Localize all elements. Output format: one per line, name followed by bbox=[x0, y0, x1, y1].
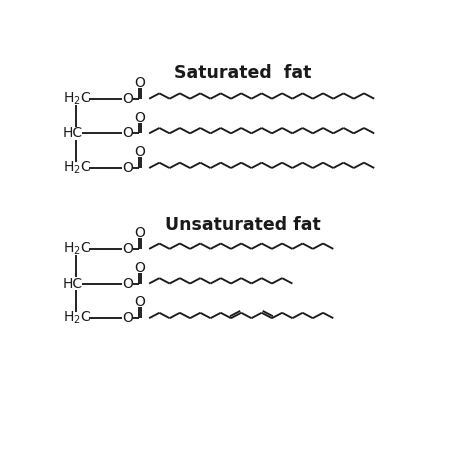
Text: O: O bbox=[135, 261, 146, 275]
Text: O: O bbox=[135, 145, 146, 159]
Text: Unsaturated fat: Unsaturated fat bbox=[165, 216, 321, 234]
Text: H$_2$C: H$_2$C bbox=[63, 310, 91, 326]
Text: O: O bbox=[135, 111, 146, 125]
Text: Saturated  fat: Saturated fat bbox=[174, 64, 311, 82]
Text: H$_2$C: H$_2$C bbox=[63, 90, 91, 107]
Text: O: O bbox=[122, 276, 133, 291]
Text: O: O bbox=[122, 127, 133, 140]
Text: O: O bbox=[122, 311, 133, 325]
Text: O: O bbox=[135, 76, 146, 90]
Text: O: O bbox=[135, 295, 146, 309]
Text: O: O bbox=[135, 226, 146, 240]
Text: HC: HC bbox=[63, 127, 83, 140]
Text: O: O bbox=[122, 242, 133, 256]
Text: O: O bbox=[122, 161, 133, 175]
Text: O: O bbox=[122, 92, 133, 106]
Text: H$_2$C: H$_2$C bbox=[63, 160, 91, 176]
Text: HC: HC bbox=[63, 276, 83, 291]
Text: H$_2$C: H$_2$C bbox=[63, 241, 91, 257]
